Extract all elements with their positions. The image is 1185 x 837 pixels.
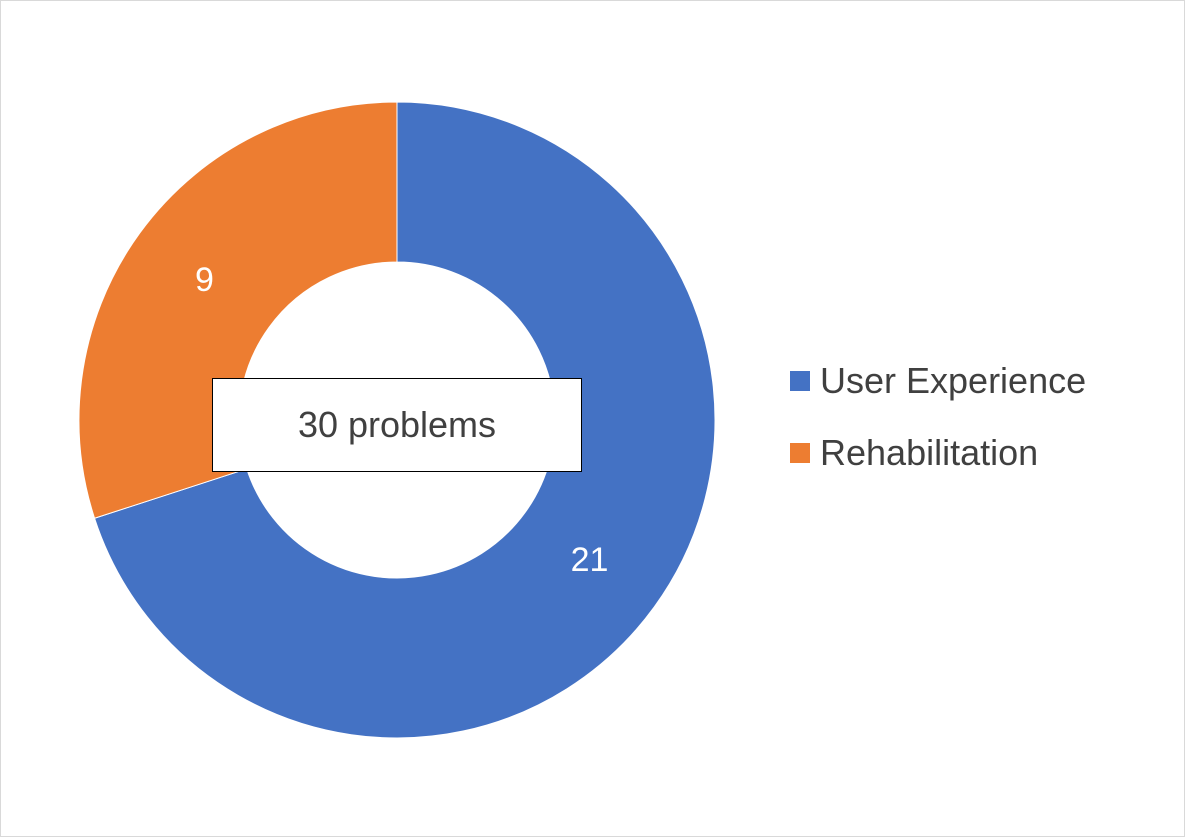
legend-item-rehabilitation: Rehabilitation — [790, 430, 1086, 476]
legend-label-rehabilitation: Rehabilitation — [820, 432, 1039, 473]
legend: User Experience Rehabilitation — [790, 358, 1086, 502]
legend-swatch-user-experience — [790, 371, 810, 391]
data-label-rehabilitation: 9 — [195, 261, 214, 299]
legend-item-user-experience: User Experience — [790, 358, 1086, 404]
slice-rehabilitation — [78, 101, 398, 519]
data-label-user-experience: 21 — [571, 541, 609, 579]
legend-swatch-rehabilitation — [790, 443, 810, 463]
legend-label-user-experience: User Experience — [820, 360, 1087, 401]
center-label: 30 problems — [212, 378, 582, 472]
